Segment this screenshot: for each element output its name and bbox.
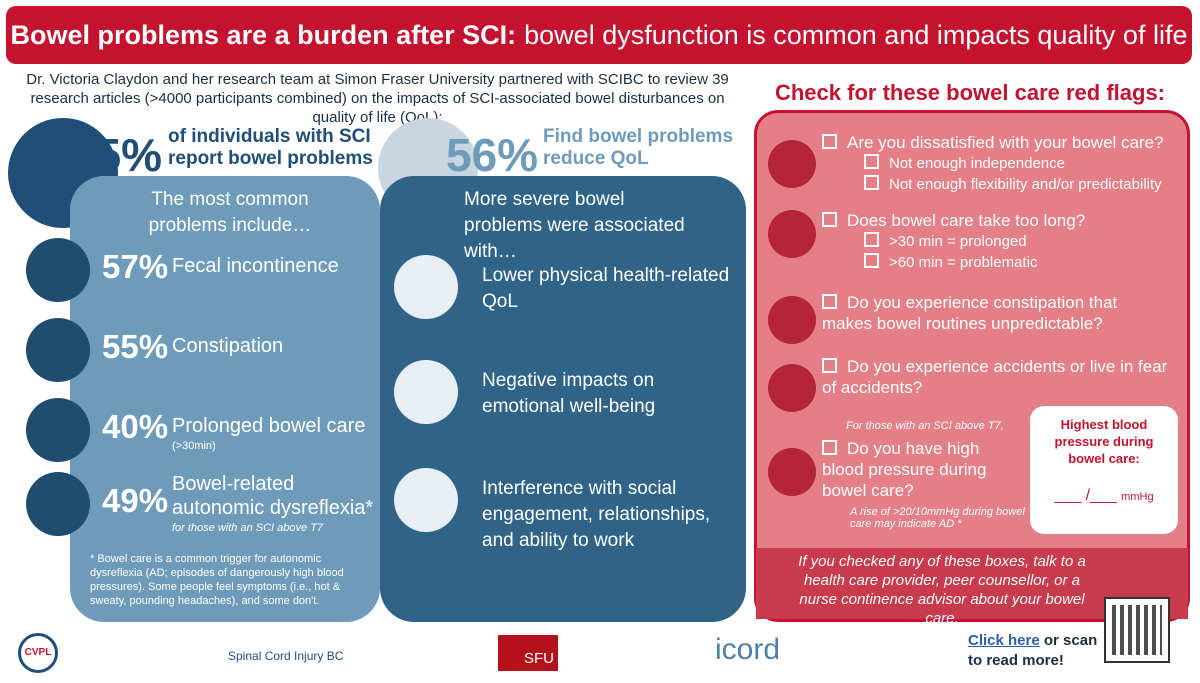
item-text: Lower physical health-related QoL [482,265,730,312]
footer: CVPL Spinal Cord Injury BC SFU icord Cli… [0,597,1200,675]
checkbox[interactable] [822,440,837,455]
question-icon [768,140,816,188]
bp-box: Highest blood pressure during bowel care… [1030,406,1178,534]
item-text: Interference with social engagement, rel… [482,478,711,551]
logo: SFU [498,635,558,671]
question-text: Do you experience constipation that make… [822,293,1118,333]
checkbox[interactable] [864,154,879,169]
intro: Dr. Victoria Claydon and her research te… [26,71,729,126]
option: >60 min = problematic [864,253,1037,271]
question-text: Do you have high blood pressure during b… [822,439,987,500]
logo: Spinal Cord Injury BC [228,649,344,663]
item-label: Fecal incontinence [172,255,339,277]
item-percent: 55% [102,328,169,365]
bp-box-title: Highest blood pressure during bowel care… [1054,417,1154,466]
checkbox[interactable] [822,134,837,149]
question-text: Does bowel care take too long? [847,211,1086,230]
header: Bowel problems are a burden after SCI: b… [6,6,1192,64]
middle-stat-text: Find bowel problems reduce QoL [543,126,734,169]
left-stat: 75% [70,129,163,181]
option-text: Not enough independence [889,155,1065,172]
option-text: >60 min = problematic [889,254,1038,271]
checkbox[interactable] [864,175,879,190]
logo: icord [715,633,781,666]
left-subheading: The most common problems include… [148,189,312,236]
left-panel [70,176,380,622]
question-icon [768,296,816,344]
question: Do you experience accidents or live in f… [822,356,1172,398]
left-stat-text: of individuals with SCI report bowel pro… [168,126,373,169]
right-heading: Check for these bowel care red flags: [774,80,1166,105]
option: Not enough flexibility and/or predictabi… [864,175,1162,193]
question-text: Do you experience accidents or live in f… [822,357,1168,397]
option: >30 min = prolonged [864,232,1027,250]
item-icon [26,472,90,536]
item-icon [394,255,458,319]
item-percent: 49% [102,482,169,519]
item-label: Constipation [172,335,284,357]
item-icon [394,360,458,424]
item-icon [26,398,90,462]
title-rest: bowel dysfunction is common and impacts … [524,19,1188,50]
option: Not enough independence [864,154,1065,172]
checkbox[interactable] [864,253,879,268]
bp-unit: mmHg [1121,491,1154,503]
read-more-text: or scan to read more! [968,632,1098,669]
item-percent: 40% [102,408,169,445]
checkbox[interactable] [822,294,837,309]
question-icon [768,364,816,412]
bp-blank: ___ /___ [1054,487,1117,504]
item-label: Bowel-related autonomic dysreflexia* [172,473,374,519]
option-text: >30 min = prolonged [889,233,1027,250]
closing-band: If you checked any of these boxes, talk … [756,548,1188,627]
item-icon [394,468,458,532]
title-bold: Bowel problems are a burden after SCI: [10,19,517,50]
item-note: (>30min) [172,440,216,452]
left-footnote: * Bowel care is a common trigger for aut… [90,553,344,607]
question: Does bowel care take too long? [822,210,1172,231]
closing-text: If you checked any of these boxes, talk … [798,553,1086,627]
bp-note: A rise of >20/10mmHg during bowel care m… [850,506,1025,530]
checkbox[interactable] [864,232,879,247]
question-icon [768,448,816,496]
middle-subheading: More severe bowel problems were associat… [464,189,685,262]
checkbox[interactable] [822,358,837,373]
item-text: Negative impacts on emotional well-being [482,370,656,417]
middle-stat: 56% [446,129,539,181]
question: Do you experience constipation that make… [822,292,1172,334]
question-text: Are you dissatisfied with your bowel car… [847,133,1164,152]
right-panel [754,110,1190,622]
checkbox[interactable] [822,212,837,227]
logo: CVPL [18,633,58,673]
question-icon [768,210,816,258]
bp-context: For those with an SCI above T7, [846,420,1004,432]
item-icon [26,238,90,302]
option-text: Not enough flexibility and/or predictabi… [889,176,1162,193]
qr-code [1104,597,1170,663]
item-icon [26,318,90,382]
item-note: for those with an SCI above T7 [172,522,324,534]
item-percent: 57% [102,248,169,285]
question: Are you dissatisfied with your bowel car… [822,132,1172,153]
item-label: Prolonged bowel care [172,415,366,437]
question: Do you have high blood pressure during b… [822,438,1022,501]
read-more-link[interactable]: Click here [968,632,1040,649]
